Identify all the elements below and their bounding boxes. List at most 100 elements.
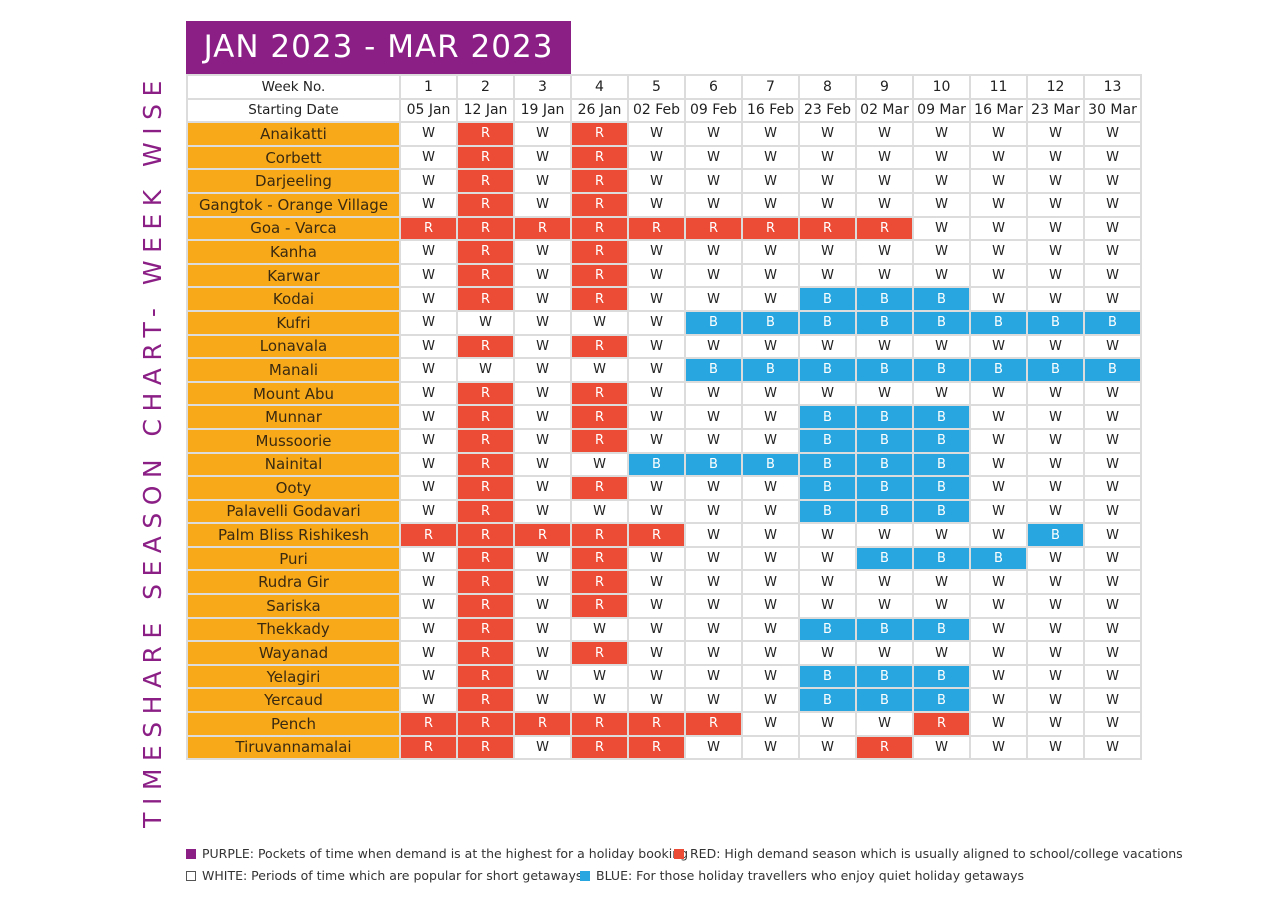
season-cell: B [1026, 309, 1085, 336]
season-cell: W [1083, 451, 1142, 478]
season-cell: R [570, 640, 629, 666]
destination-name: Kufri [186, 309, 401, 336]
season-cell: W [969, 569, 1028, 596]
starting-date: 02 Mar [855, 97, 914, 124]
season-cell: W [912, 239, 971, 265]
destination-row: Tiruvannamalai R R W R R W W W R W W W W [186, 734, 1142, 761]
season-cell: R [456, 144, 515, 171]
season-cell: W [627, 475, 686, 501]
season-cell: R [570, 215, 629, 242]
starting-date: 09 Feb [684, 97, 743, 124]
season-cell: B [912, 286, 971, 312]
season-cell: W [684, 640, 743, 666]
season-cell: W [513, 593, 572, 619]
season-cell: R [627, 734, 686, 761]
season-cell: W [855, 640, 914, 666]
season-cell: W [399, 569, 458, 596]
destination-row: Sariska W R W R W W W W W W W W W [186, 593, 1142, 619]
season-cell: W [741, 121, 800, 147]
season-cell: W [399, 593, 458, 619]
season-cell: W [513, 286, 572, 312]
destination-name: Yercaud [186, 687, 401, 714]
destination-name: Sariska [186, 593, 401, 619]
season-chart-table: Week No. 1 2 3 4 5 6 7 8 9 10 11 12 13 Starting Date 05… [186, 74, 1142, 761]
season-cell: W [684, 191, 743, 218]
season-cell: W [399, 427, 458, 454]
season-cell: W [513, 569, 572, 596]
season-cell: W [969, 286, 1028, 312]
season-cell: W [627, 687, 686, 714]
season-cell: W [798, 711, 857, 737]
season-cell: W [399, 451, 458, 478]
starting-date: 16 Feb [741, 97, 800, 124]
destination-row: Kanha W R W R W W W W W W W W W [186, 239, 1142, 265]
season-cell: R [456, 687, 515, 714]
destination-row: Kodai W R W R W W W B B B W W W [186, 286, 1142, 312]
season-cell: W [684, 545, 743, 572]
season-cell: W [513, 333, 572, 360]
side-title-text: TIMESHARE SEASON CHART- WEEK WISE [137, 72, 167, 828]
season-cell: W [1083, 640, 1142, 666]
season-cell: W [1026, 121, 1085, 147]
season-cell: R [456, 451, 515, 478]
destination-row: Gangtok - Orange Village W R W R W W W W W W W W W [186, 191, 1142, 218]
season-cell: W [627, 404, 686, 430]
destination-row: Karwar W R W R W W W W W W W W W [186, 262, 1142, 289]
season-cell: W [798, 545, 857, 572]
season-cell: W [855, 380, 914, 407]
season-cell: W [627, 144, 686, 171]
week-number: 3 [513, 74, 572, 100]
season-cell: W [399, 498, 458, 525]
season-cell: W [969, 593, 1028, 619]
destination-name: Thekkady [186, 616, 401, 643]
starting-date: 30 Mar [1083, 97, 1142, 124]
season-cell: W [798, 734, 857, 761]
season-cell: W [513, 404, 572, 430]
legend-blue: BLUE: For those holiday travellers who e… [580, 868, 1024, 883]
starting-date-row: Starting Date 05 Jan 12 Jan 19 Jan 26 Jan 02 … [186, 97, 1142, 124]
season-cell: W [1083, 404, 1142, 430]
season-cell: W [1026, 427, 1085, 454]
season-cell: W [855, 191, 914, 218]
season-cell: B [1083, 309, 1142, 336]
season-cell: W [969, 168, 1028, 194]
season-cell: W [969, 687, 1028, 714]
season-cell: W [741, 380, 800, 407]
season-cell: W [513, 498, 572, 525]
season-cell: W [969, 616, 1028, 643]
destination-row: Goa - Varca R R R R R R R R R W W W W [186, 215, 1142, 242]
season-cell: B [684, 309, 743, 336]
season-cell: W [684, 239, 743, 265]
season-cell: W [684, 687, 743, 714]
season-cell: W [741, 286, 800, 312]
season-cell: W [1026, 262, 1085, 289]
season-cell: W [741, 640, 800, 666]
season-cell: W [1083, 616, 1142, 643]
season-cell: W [969, 663, 1028, 690]
starting-date: 23 Mar [1026, 97, 1085, 124]
season-cell: W [912, 593, 971, 619]
season-cell: R [456, 380, 515, 407]
season-cell: B [912, 357, 971, 383]
week-no-label: Week No. [186, 74, 401, 100]
destination-row: Anaikatti W R W R W W W W W W W W W [186, 121, 1142, 147]
destination-name: Anaikatti [186, 121, 401, 147]
season-cell: R [570, 545, 629, 572]
destination-name: Goa - Varca [186, 215, 401, 242]
season-cell: W [684, 734, 743, 761]
destination-name: Tiruvannamalai [186, 734, 401, 761]
season-cell: R [456, 239, 515, 265]
season-cell: W [399, 380, 458, 407]
season-cell: W [513, 734, 572, 761]
week-number: 7 [741, 74, 800, 100]
season-cell: W [969, 380, 1028, 407]
week-number: 6 [684, 74, 743, 100]
purple-swatch [186, 848, 196, 859]
season-cell: W [969, 640, 1028, 666]
season-cell: W [741, 734, 800, 761]
season-cell: W [855, 711, 914, 737]
season-cell: W [1083, 498, 1142, 525]
season-cell: R [570, 191, 629, 218]
season-cell: W [627, 121, 686, 147]
season-cell: W [1083, 593, 1142, 619]
